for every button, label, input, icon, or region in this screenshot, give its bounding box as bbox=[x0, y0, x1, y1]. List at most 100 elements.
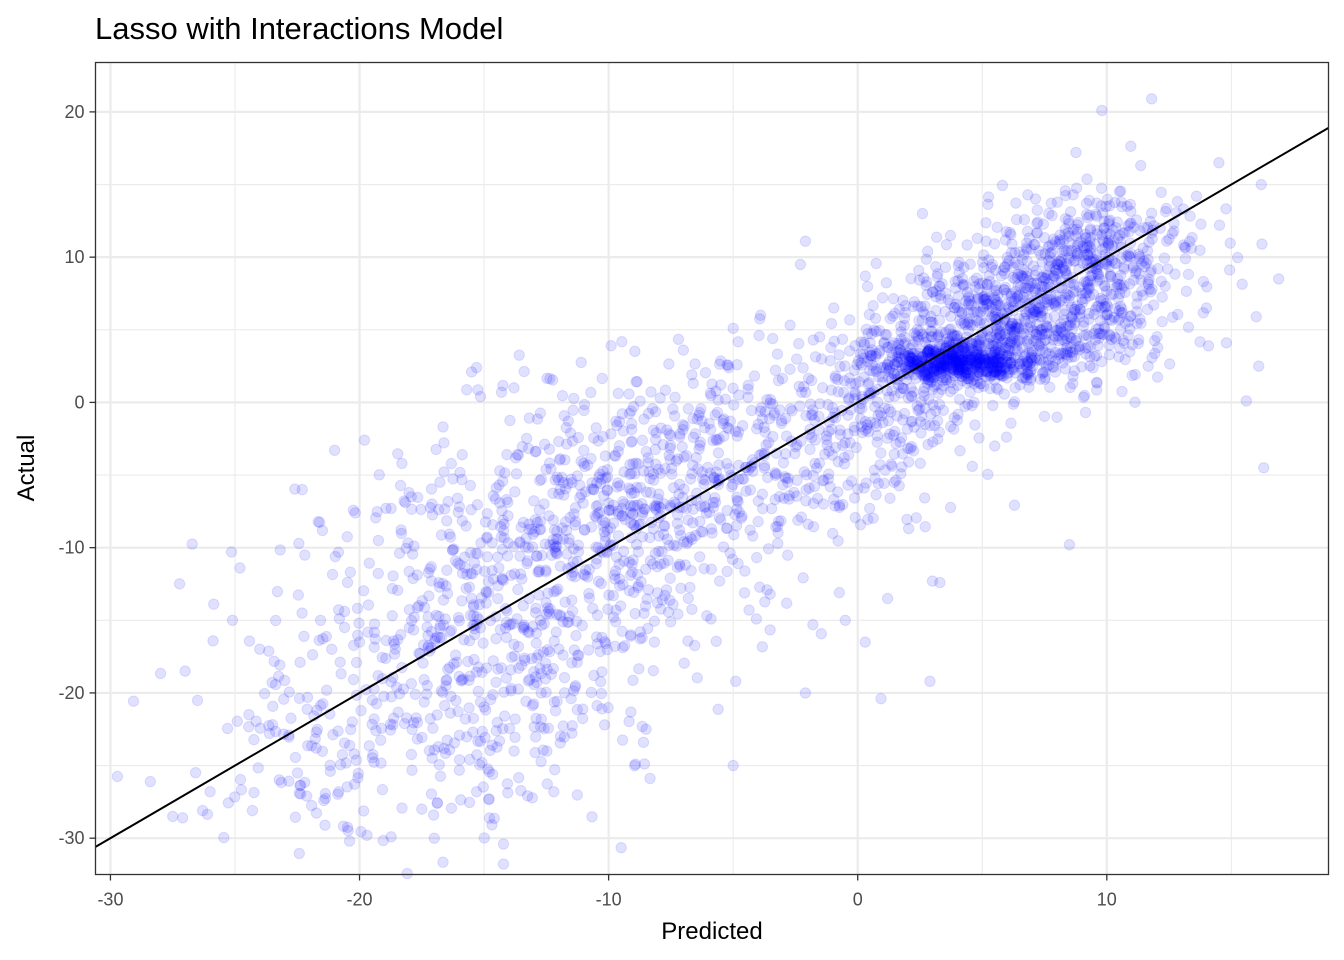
data-point bbox=[963, 292, 975, 304]
data-point bbox=[870, 257, 882, 270]
data-point bbox=[750, 613, 763, 625]
data-point bbox=[1113, 304, 1125, 317]
data-point bbox=[409, 688, 422, 701]
data-point bbox=[1220, 337, 1233, 349]
data-point bbox=[943, 324, 955, 336]
data-point bbox=[664, 453, 676, 466]
data-point bbox=[807, 469, 819, 482]
data-point bbox=[991, 361, 1003, 373]
data-point bbox=[928, 361, 940, 374]
data-point bbox=[1138, 221, 1150, 234]
data-point bbox=[923, 345, 935, 358]
data-point bbox=[1023, 305, 1036, 318]
data-point bbox=[964, 342, 977, 355]
data-point bbox=[586, 811, 598, 823]
data-point bbox=[1100, 285, 1113, 297]
data-point bbox=[727, 322, 739, 335]
data-point bbox=[427, 809, 440, 821]
data-point bbox=[529, 731, 542, 743]
data-point bbox=[503, 722, 516, 735]
data-point bbox=[470, 786, 483, 798]
data-point bbox=[977, 380, 990, 392]
data-point bbox=[204, 786, 216, 798]
data-point bbox=[1049, 346, 1062, 359]
data-point bbox=[1149, 347, 1161, 360]
data-point bbox=[945, 352, 958, 364]
data-point bbox=[994, 368, 1007, 381]
data-point bbox=[447, 473, 459, 485]
data-point bbox=[453, 764, 466, 776]
data-point bbox=[742, 379, 755, 391]
data-point bbox=[1058, 308, 1070, 320]
data-point bbox=[976, 357, 988, 370]
data-point bbox=[721, 421, 733, 434]
data-point bbox=[588, 432, 600, 444]
data-point bbox=[1103, 261, 1115, 273]
data-point bbox=[423, 590, 435, 602]
data-point bbox=[372, 534, 385, 547]
data-point bbox=[1090, 384, 1103, 396]
data-point bbox=[682, 514, 694, 526]
data-point bbox=[898, 312, 911, 325]
data-point bbox=[1125, 310, 1137, 322]
data-point bbox=[569, 570, 581, 583]
data-point bbox=[1003, 342, 1015, 355]
data-point bbox=[934, 576, 946, 589]
data-point bbox=[958, 342, 970, 355]
data-point bbox=[686, 603, 698, 616]
data-point bbox=[938, 357, 950, 369]
data-point bbox=[1002, 347, 1014, 359]
chart-title: Lasso with Interactions Model bbox=[95, 11, 503, 46]
data-point bbox=[481, 551, 494, 563]
data-point bbox=[998, 388, 1010, 400]
data-point bbox=[513, 771, 525, 784]
data-point bbox=[843, 345, 856, 357]
data-point bbox=[951, 330, 963, 342]
data-point bbox=[386, 610, 398, 622]
data-point bbox=[1003, 366, 1015, 378]
data-point bbox=[243, 635, 256, 647]
data-point bbox=[794, 258, 807, 271]
data-point bbox=[1009, 382, 1021, 394]
data-point bbox=[1084, 351, 1096, 363]
data-point bbox=[1060, 288, 1072, 300]
data-point bbox=[319, 819, 331, 831]
data-point bbox=[909, 335, 921, 348]
data-point bbox=[975, 346, 987, 358]
data-point bbox=[994, 325, 1006, 338]
data-point bbox=[1111, 272, 1124, 285]
data-point bbox=[434, 770, 447, 782]
data-point bbox=[912, 331, 924, 343]
data-point bbox=[978, 359, 990, 372]
data-point bbox=[1034, 345, 1046, 357]
data-point bbox=[278, 674, 291, 687]
x-axis-title: Predicted bbox=[661, 918, 762, 945]
data-point bbox=[991, 364, 1004, 376]
data-point bbox=[874, 361, 887, 373]
data-point bbox=[578, 398, 591, 411]
data-point bbox=[1037, 356, 1050, 368]
data-point bbox=[520, 695, 532, 707]
data-point bbox=[388, 648, 401, 660]
data-point bbox=[916, 369, 928, 381]
data-point bbox=[727, 382, 739, 394]
data-point bbox=[1081, 242, 1093, 254]
data-point bbox=[691, 413, 704, 425]
data-point bbox=[905, 416, 918, 428]
data-point bbox=[834, 360, 846, 373]
data-point bbox=[598, 526, 610, 538]
data-point bbox=[926, 316, 939, 329]
data-point bbox=[648, 636, 661, 648]
data-point bbox=[310, 807, 323, 819]
data-point bbox=[994, 365, 1006, 377]
data-point bbox=[1008, 295, 1020, 308]
data-point bbox=[440, 674, 452, 687]
data-point bbox=[659, 384, 672, 396]
data-point bbox=[887, 310, 899, 322]
data-point bbox=[802, 518, 814, 530]
data-point bbox=[540, 686, 552, 699]
data-point bbox=[386, 582, 399, 595]
data-point bbox=[293, 847, 305, 860]
data-point bbox=[1030, 335, 1042, 347]
